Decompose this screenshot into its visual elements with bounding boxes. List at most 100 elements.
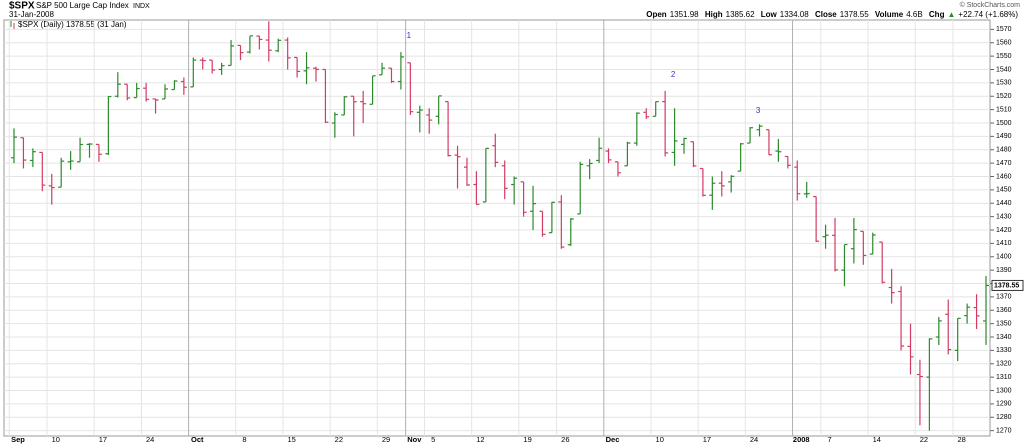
x-tick-label: 5 [431,435,435,444]
y-tick-label: 1290 [996,401,1012,408]
ohlc-bar [105,95,112,156]
ohlc-bar [294,56,301,78]
ohlc-bar [935,316,942,346]
quote-label: Open [646,10,667,19]
ohlc-bar [388,67,395,83]
y-tick-label: 1490 [996,133,1012,140]
symbol: $SPX [9,1,35,12]
ohlc-bar [199,57,206,70]
ohlc-bar [539,210,546,237]
x-tick-label: 15 [287,435,295,444]
ohlc-bar [369,75,376,105]
grid [4,20,990,436]
ohlc-bar [256,35,263,50]
x-tick-label: 12 [476,435,484,444]
quote-value: +22.74 (+1.68%) [958,10,1018,19]
ohlc-bar [180,77,187,95]
ohlc-bar [596,137,603,164]
ohlc-bar [614,161,621,177]
quote-label: Low [760,10,777,19]
y-tick-label: 1340 [996,334,1012,341]
ohlc-bar [312,66,319,82]
ohlc-bar [558,195,565,249]
annotation: 3 [756,106,761,115]
y-tick-label: 1420 [996,227,1012,234]
ohlc-bar [303,52,310,85]
ohlc-bar [501,160,508,200]
x-tick-label: 8 [242,435,246,444]
x-tick-label: 17 [99,435,107,444]
ohlc-bar [67,151,74,170]
annotation: 1 [407,31,412,40]
x-tick-label: 22 [335,435,343,444]
ohlc-bar [397,52,404,90]
ohlc-bar [426,108,433,134]
ohlc-bar [171,80,178,91]
date: 31-Jan-2008 [9,10,54,19]
y-tick-label: 1430 [996,213,1012,220]
y-tick-label: 1550 [996,53,1012,60]
quote-value: 1334.08 [779,10,809,19]
ohlc-bar [511,176,518,205]
ohlc-bar [841,243,848,287]
ohlc-bar [246,35,253,54]
ohlc-bar [681,137,688,154]
ohlc-bar [482,147,489,203]
ohlc-bar [775,139,782,162]
quote-label: Close [814,10,837,19]
y-tick-label: 1350 [996,320,1012,327]
index-name: S&P 500 Large Cap Index [36,1,129,10]
ohlc-bar [331,112,338,138]
y-tick-label: 1390 [996,267,1012,274]
x-tick-label: 29 [382,435,390,444]
ohlc-bar [228,40,235,67]
ohlc-bar [86,143,93,158]
ohlc-bar [143,82,150,102]
ohlc-bar [718,171,725,197]
ohlc-bar [822,224,829,249]
ohlc-bar [832,217,839,272]
x-tick-label: 10 [52,435,60,444]
y-tick-label: 1300 [996,387,1012,394]
ohlc-bar [265,21,272,62]
ohlc-bar [643,108,650,119]
x-tick-label: 24 [146,435,154,444]
legend-entry: $SPX (Daily) 1378.55 (31 Jan) [18,20,127,29]
x-tick-label: 26 [561,435,569,444]
ohlc-bar [77,137,84,163]
ohlc-bar [794,160,801,201]
ohlc-bar [973,294,980,329]
ohlc-bar [237,44,244,61]
y-tick-label: 1470 [996,160,1012,167]
ohlc-bar [709,176,716,210]
ohlc-bar [813,195,820,243]
quote-bar: Open 1351.98 High 1385.62 Low 1334.08 Close… [642,10,1018,19]
quote-label: Chg [928,10,945,19]
ohlc-bar [756,124,763,137]
ohlc-bar [322,68,329,123]
y-tick-label: 1570 [996,26,1012,33]
ohlc-bar [728,175,735,193]
ohlc-bar [605,148,612,164]
quote-value: ▲ [947,10,956,19]
ohlc-bar [454,145,461,189]
ohlc-bar [652,101,659,117]
ohlc-bar [577,161,584,215]
ohlc-bar [341,96,348,116]
ohlc-bar [133,82,140,99]
ohlc-bar [690,141,697,168]
ohlc-bar [737,143,744,172]
ohlc-bar [624,141,631,167]
y-tick-label: 1360 [996,307,1012,314]
x-tick-label: 2008 [793,435,810,444]
ohlc-bar [888,268,895,304]
ohlc-bar [964,303,971,324]
ohlc-bar [765,129,772,156]
y-tick-label: 1560 [996,40,1012,47]
ohlc-bar [803,181,810,198]
y-tick-label: 1280 [996,414,1012,421]
ohlc-bar [671,108,678,166]
ohlc-bar [114,72,121,98]
ohlc-bar [161,84,168,100]
